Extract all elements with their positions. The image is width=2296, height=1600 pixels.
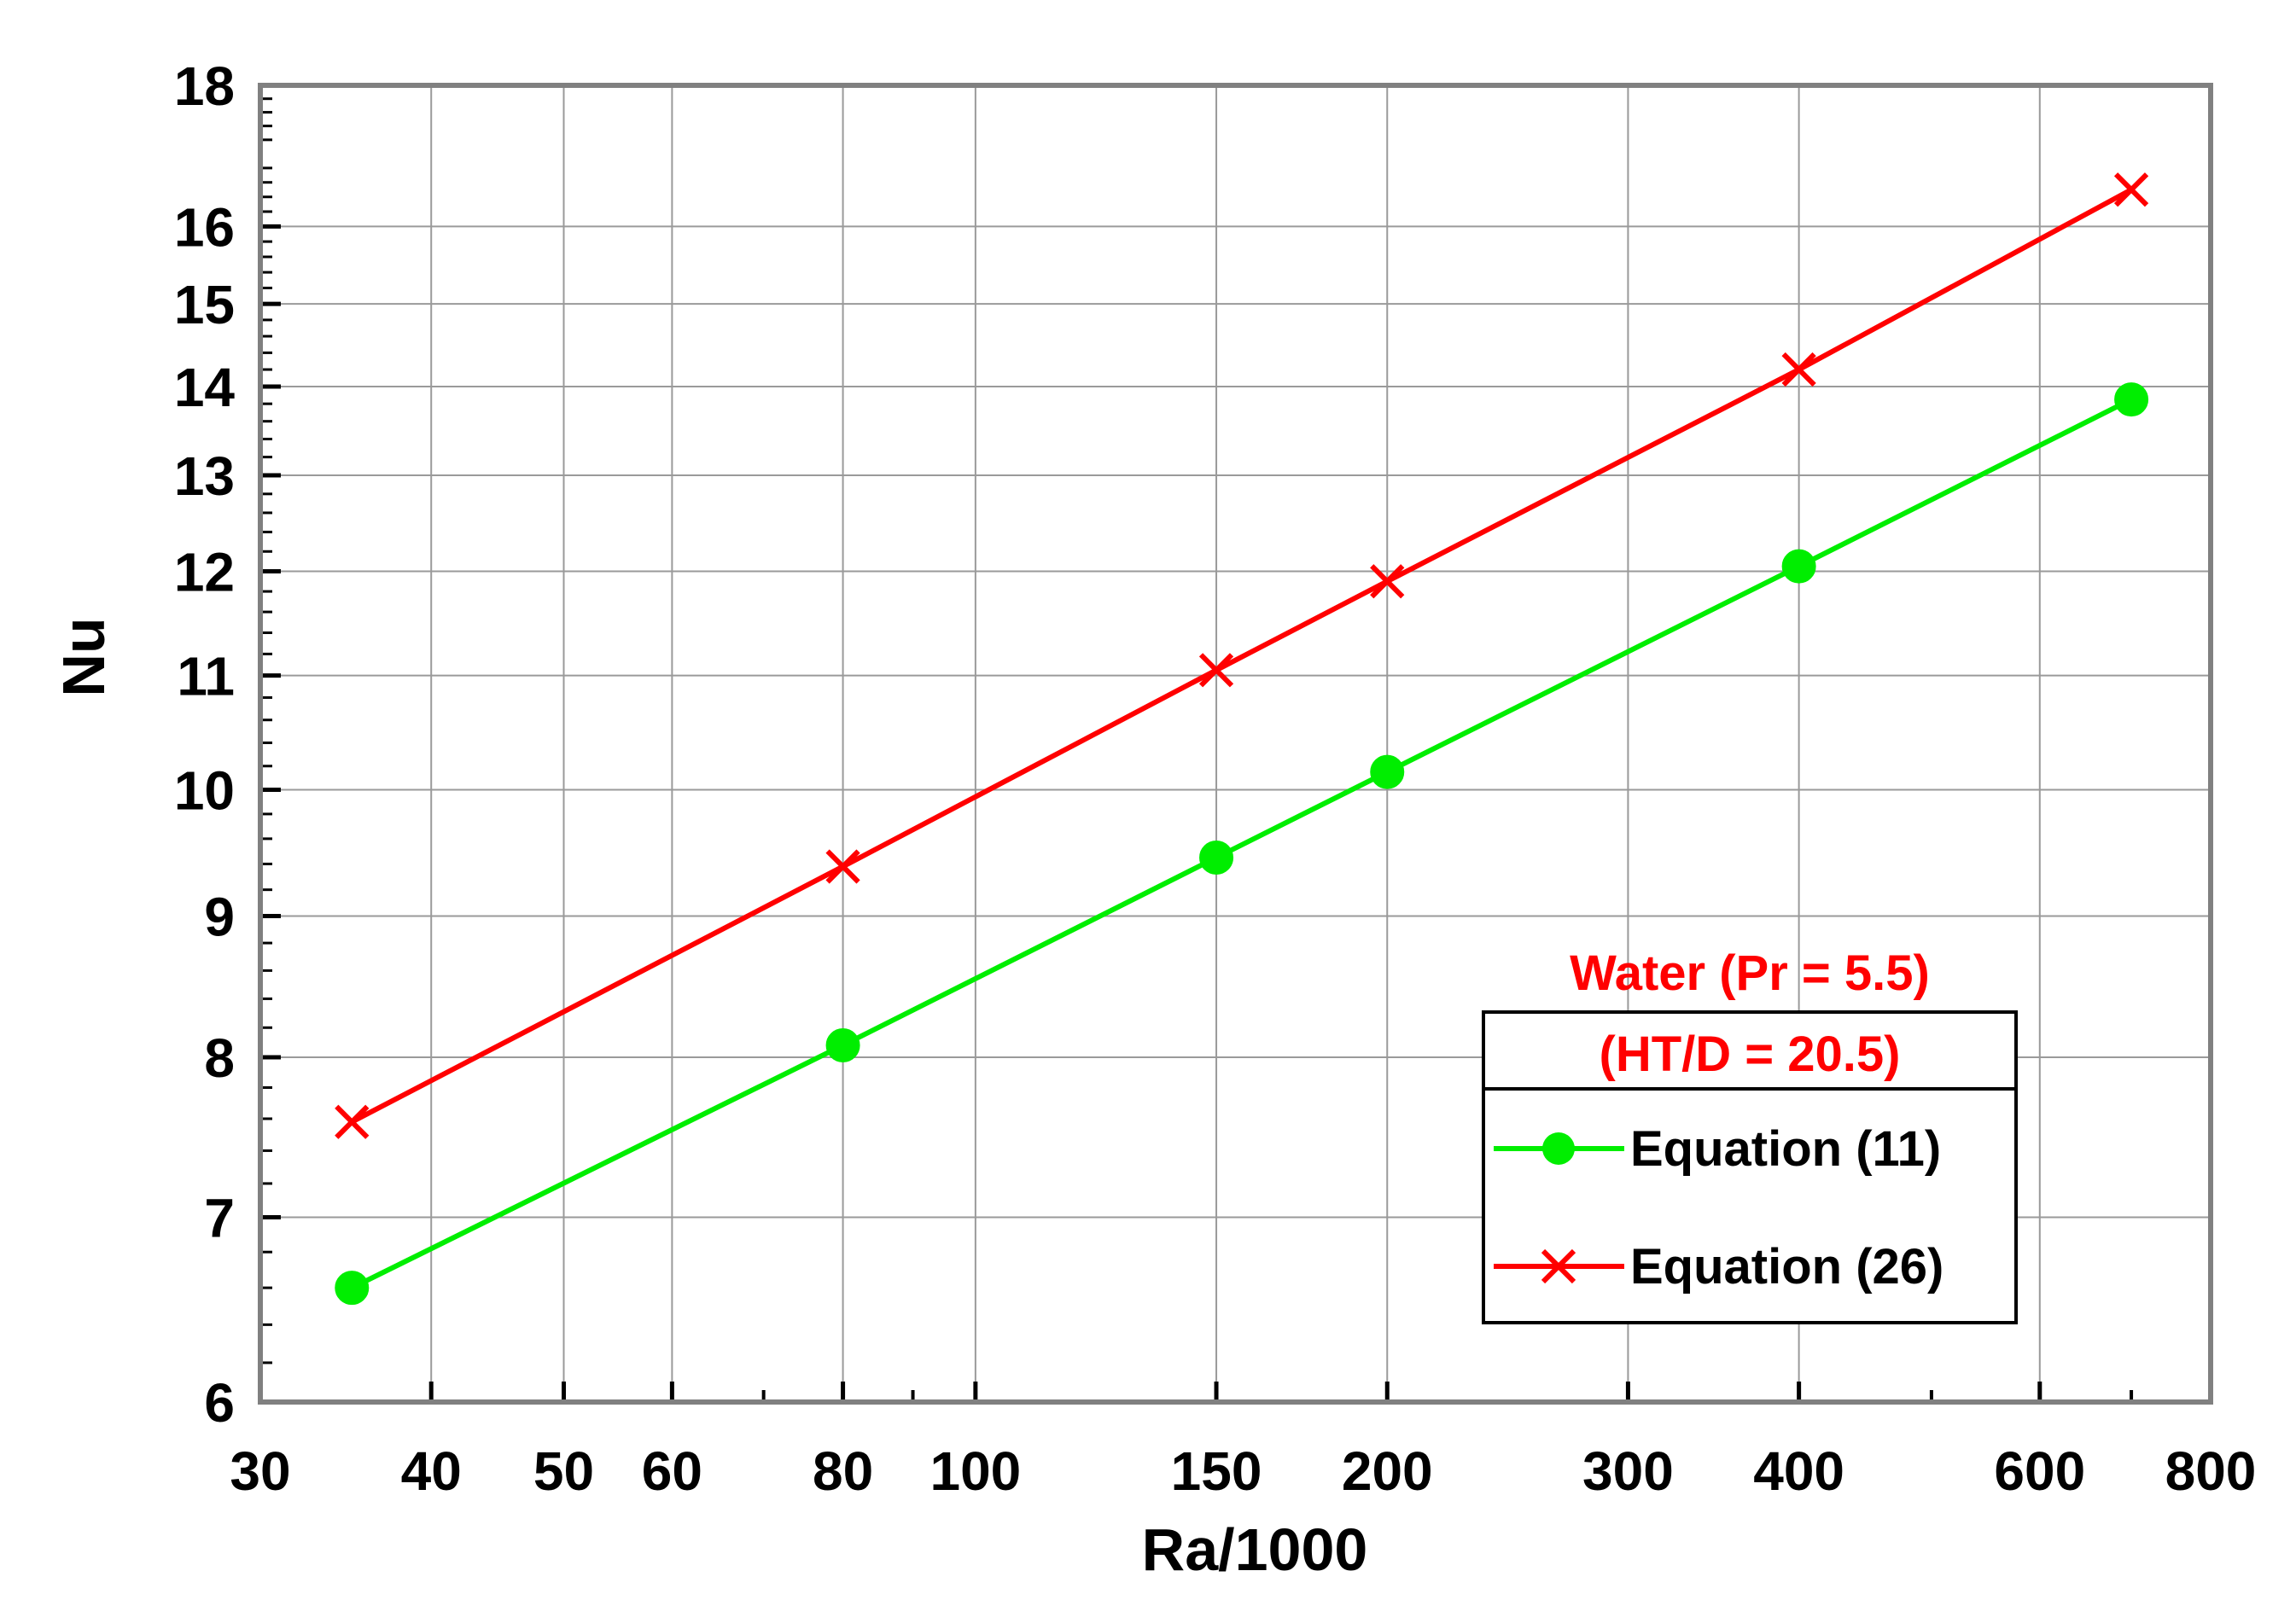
legend-entries: Equation (11) Equation (26) bbox=[1494, 1121, 1943, 1295]
x-tick-label: 30 bbox=[230, 1440, 290, 1502]
x-tick-label: 200 bbox=[1342, 1440, 1433, 1502]
legend-title-line-2: (HT/D = 20.5) bbox=[1600, 1027, 1901, 1082]
x-tick-label: 60 bbox=[642, 1440, 702, 1502]
series-line bbox=[350, 187, 2133, 1125]
x-tick-labels: 30 40 50 60 80 100 150 200 300 400 600 800 bbox=[230, 1440, 2256, 1502]
legend-box bbox=[1482, 1010, 2018, 1324]
marker-stroke bbox=[1370, 564, 1405, 599]
x-tick-label: 100 bbox=[929, 1440, 1021, 1502]
data-point bbox=[2113, 172, 2149, 207]
plot-frame bbox=[258, 83, 2213, 1405]
marker-stroke bbox=[335, 1104, 370, 1139]
x-tick-label: 600 bbox=[1994, 1440, 2085, 1502]
x-tick-label: 50 bbox=[533, 1440, 594, 1502]
legend-marker bbox=[1541, 1248, 1576, 1284]
legend-entry: Equation (11) bbox=[1494, 1121, 1941, 1177]
x-tick-label: 80 bbox=[813, 1440, 873, 1502]
series-layer bbox=[335, 172, 2149, 1306]
data-point bbox=[335, 1104, 370, 1139]
y-tick-labels: 6 7 8 9 10 11 12 13 14 15 16 18 bbox=[174, 55, 236, 1434]
legend: Water (Pr = 5.5) (HT/D = 20.5) Equation … bbox=[1482, 945, 2018, 1324]
y-tick-label: 13 bbox=[174, 445, 235, 507]
marker-stroke bbox=[1198, 653, 1234, 688]
y-tick-label: 11 bbox=[177, 646, 235, 707]
marker-stroke bbox=[1781, 352, 1816, 387]
data-point bbox=[1370, 564, 1405, 599]
x-tick-label: 40 bbox=[401, 1440, 462, 1502]
x-tick-label: 300 bbox=[1582, 1440, 1674, 1502]
data-point bbox=[825, 1027, 860, 1062]
y-tick-label: 8 bbox=[204, 1027, 235, 1089]
grid bbox=[260, 85, 2211, 1402]
y-tick-label: 15 bbox=[174, 274, 235, 335]
y-tick-label: 7 bbox=[204, 1187, 235, 1248]
y-tick-label: 18 bbox=[174, 55, 235, 117]
data-point bbox=[1781, 549, 1816, 584]
data-point bbox=[825, 849, 860, 884]
legend-entry: Equation (26) bbox=[1494, 1239, 1943, 1295]
data-point bbox=[1781, 352, 1816, 387]
y-tick-label: 12 bbox=[174, 541, 235, 602]
marker-stroke bbox=[2113, 172, 2149, 207]
x-tick-label: 150 bbox=[1171, 1440, 1262, 1502]
data-point bbox=[335, 1271, 370, 1306]
y-axis-title: Nu bbox=[50, 617, 117, 696]
data-point bbox=[1198, 653, 1234, 688]
data-point bbox=[1370, 754, 1405, 789]
y-tick-label: 16 bbox=[174, 196, 235, 258]
legend-marker bbox=[1542, 1132, 1575, 1165]
data-point bbox=[1199, 840, 1234, 875]
x-tick-label: 400 bbox=[1753, 1440, 1844, 1502]
y-tick-label: 14 bbox=[174, 357, 236, 418]
data-point bbox=[2114, 382, 2149, 417]
y-tick-label: 6 bbox=[204, 1372, 235, 1434]
legend-title-line-1: Water (Pr = 5.5) bbox=[1570, 945, 1930, 1001]
legend-label: Equation (26) bbox=[1630, 1239, 1943, 1295]
marker-stroke bbox=[825, 849, 860, 884]
legend-label: Equation (11) bbox=[1630, 1121, 1941, 1177]
series-line bbox=[350, 397, 2133, 1290]
y-tick-label: 9 bbox=[204, 887, 235, 948]
y-tick-label: 10 bbox=[174, 760, 235, 822]
x-tick-label: 800 bbox=[2165, 1440, 2257, 1502]
x-axis-title: Ra/1000 bbox=[1142, 1516, 1368, 1583]
